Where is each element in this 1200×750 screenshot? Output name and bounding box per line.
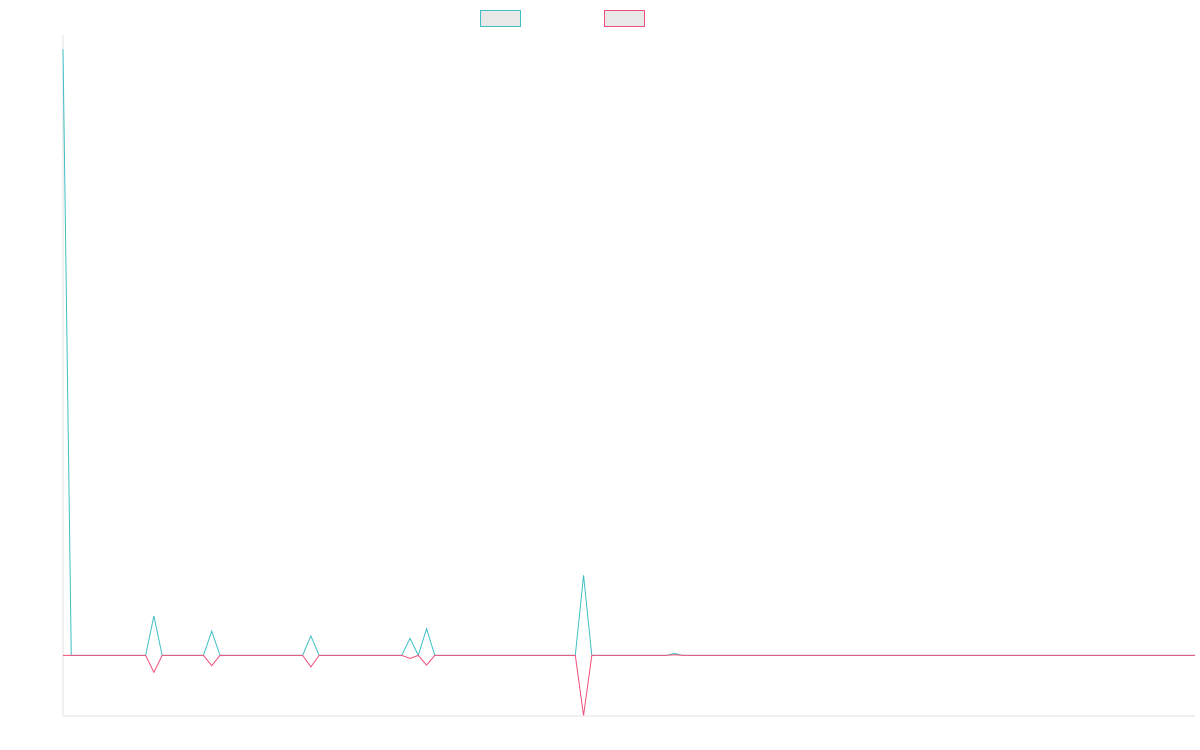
series-line-1 xyxy=(62,49,1195,657)
legend-swatch-2[interactable] xyxy=(604,10,645,27)
legend[interactable] xyxy=(480,10,645,27)
series-line-2 xyxy=(63,654,1195,716)
legend-swatch-1[interactable] xyxy=(480,10,521,27)
axes xyxy=(62,35,1195,717)
series-layer xyxy=(62,49,1195,716)
